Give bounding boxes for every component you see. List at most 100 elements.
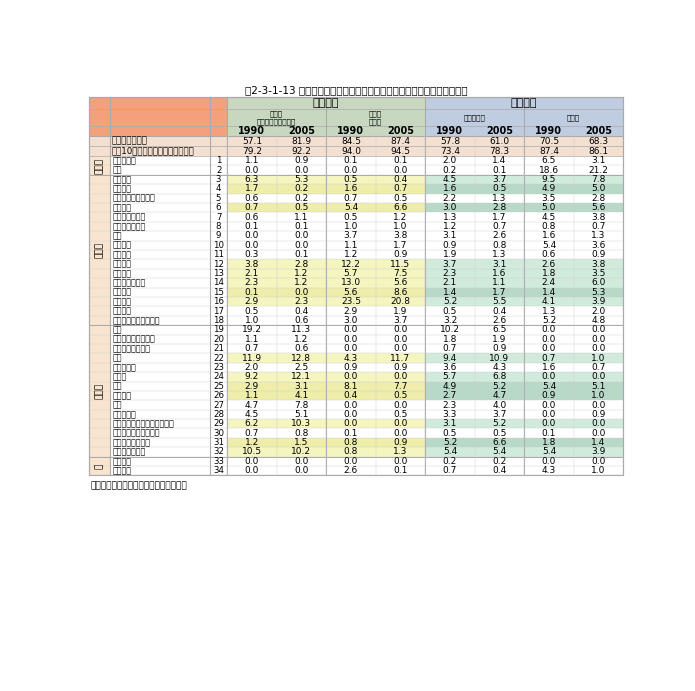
Text: 0.0: 0.0 xyxy=(541,401,556,410)
Text: 窯業・土石製品: 窯業・土石製品 xyxy=(113,222,146,231)
Text: 0.0: 0.0 xyxy=(294,466,309,475)
Text: 26: 26 xyxy=(213,391,224,400)
Text: 1.4: 1.4 xyxy=(443,287,457,296)
Text: 27: 27 xyxy=(213,401,224,410)
Bar xyxy=(425,428,623,438)
Text: 0.8: 0.8 xyxy=(344,438,358,447)
Text: 5.2: 5.2 xyxy=(492,419,507,428)
Text: 14: 14 xyxy=(213,278,224,287)
Bar xyxy=(227,400,425,410)
Text: 12.2: 12.2 xyxy=(341,260,361,269)
Text: 79.2: 79.2 xyxy=(242,146,262,155)
Text: 11.9: 11.9 xyxy=(242,354,262,363)
Text: 0.9: 0.9 xyxy=(393,438,407,447)
Text: 0.0: 0.0 xyxy=(294,240,309,250)
Text: 0.0: 0.0 xyxy=(294,457,309,466)
Text: 2005: 2005 xyxy=(288,126,315,136)
Text: 6: 6 xyxy=(216,203,222,212)
Text: 需　　要: 需 要 xyxy=(313,98,339,108)
Text: 非鉄金属: 非鉄金属 xyxy=(113,240,131,250)
Bar xyxy=(110,156,227,165)
Bar xyxy=(227,97,425,136)
Text: 0.5: 0.5 xyxy=(492,428,507,437)
Bar xyxy=(110,231,227,240)
Text: 0.0: 0.0 xyxy=(541,410,556,419)
Bar xyxy=(89,156,110,175)
Text: 2.7: 2.7 xyxy=(443,391,457,400)
Bar xyxy=(110,410,227,419)
Bar xyxy=(227,278,425,287)
Text: 1990: 1990 xyxy=(535,126,562,136)
Text: 0.5: 0.5 xyxy=(393,410,407,419)
Bar xyxy=(425,297,623,306)
Text: 8.6: 8.6 xyxy=(393,287,407,296)
Text: 1.2: 1.2 xyxy=(245,438,259,447)
Text: 0.1: 0.1 xyxy=(393,466,407,475)
Text: その他の公共サービス: その他の公共サービス xyxy=(113,428,160,437)
Text: 商業: 商業 xyxy=(113,354,122,363)
Bar xyxy=(227,222,425,231)
Text: 7.7: 7.7 xyxy=(393,381,407,390)
Text: 第一次: 第一次 xyxy=(95,158,104,173)
Text: 1.2: 1.2 xyxy=(294,278,309,287)
Text: 5.1: 5.1 xyxy=(294,410,309,419)
Bar xyxy=(89,97,623,136)
Text: 2.4: 2.4 xyxy=(542,278,556,287)
Text: 0.2: 0.2 xyxy=(492,457,507,466)
Text: 鉄鋼: 鉄鋼 xyxy=(113,231,122,240)
Text: 24: 24 xyxy=(213,372,224,381)
Text: 0.0: 0.0 xyxy=(393,428,407,437)
Bar xyxy=(110,269,227,278)
Text: 1990: 1990 xyxy=(337,126,364,136)
Text: 7: 7 xyxy=(216,213,222,222)
Text: 2.9: 2.9 xyxy=(245,381,259,390)
Text: 0.5: 0.5 xyxy=(245,307,259,316)
Bar xyxy=(227,184,425,193)
Text: 29: 29 xyxy=(213,419,224,428)
Text: 0.0: 0.0 xyxy=(393,457,407,466)
Text: 0.5: 0.5 xyxy=(344,213,358,222)
Bar xyxy=(227,287,425,297)
Text: 25: 25 xyxy=(213,381,224,390)
Text: 87.4: 87.4 xyxy=(391,137,411,146)
Text: 4.3: 4.3 xyxy=(344,354,358,363)
Text: 33: 33 xyxy=(213,457,224,466)
Text: 3.1: 3.1 xyxy=(294,381,309,390)
Text: 1.2: 1.2 xyxy=(294,334,309,343)
Bar xyxy=(110,184,227,193)
Text: 1.4: 1.4 xyxy=(542,287,556,296)
Text: 18.6: 18.6 xyxy=(539,166,559,175)
Bar xyxy=(425,334,623,344)
Text: 3.1: 3.1 xyxy=(591,156,605,165)
Text: 6.5: 6.5 xyxy=(541,156,556,165)
Text: 0.4: 0.4 xyxy=(344,391,358,400)
Bar xyxy=(110,363,227,372)
Text: 0.0: 0.0 xyxy=(344,372,358,381)
Bar xyxy=(425,165,623,175)
Text: 57.8: 57.8 xyxy=(440,137,460,146)
Text: 1: 1 xyxy=(216,156,222,165)
Bar xyxy=(425,193,623,203)
Bar xyxy=(110,353,227,363)
Text: 6.6: 6.6 xyxy=(492,438,507,447)
Text: 23.5: 23.5 xyxy=(341,297,361,306)
Text: 5.3: 5.3 xyxy=(294,175,309,184)
Text: 61.0: 61.0 xyxy=(489,137,509,146)
Text: 8: 8 xyxy=(216,222,222,231)
Text: 1.7: 1.7 xyxy=(393,240,407,250)
Text: 1.1: 1.1 xyxy=(344,240,358,250)
Text: 34: 34 xyxy=(213,466,224,475)
Text: 0.6: 0.6 xyxy=(294,344,309,353)
Text: 2005: 2005 xyxy=(387,126,414,136)
Bar xyxy=(227,269,425,278)
Bar xyxy=(425,400,623,410)
Text: 9: 9 xyxy=(216,231,221,240)
Text: 一般機械: 一般機械 xyxy=(113,260,131,269)
Text: 1.1: 1.1 xyxy=(245,391,259,400)
Text: 1.1: 1.1 xyxy=(245,156,259,165)
Text: 1.5: 1.5 xyxy=(294,438,309,447)
Text: 0.5: 0.5 xyxy=(393,391,407,400)
Bar xyxy=(425,231,623,240)
Text: 1.7: 1.7 xyxy=(492,213,507,222)
Bar xyxy=(110,240,227,250)
